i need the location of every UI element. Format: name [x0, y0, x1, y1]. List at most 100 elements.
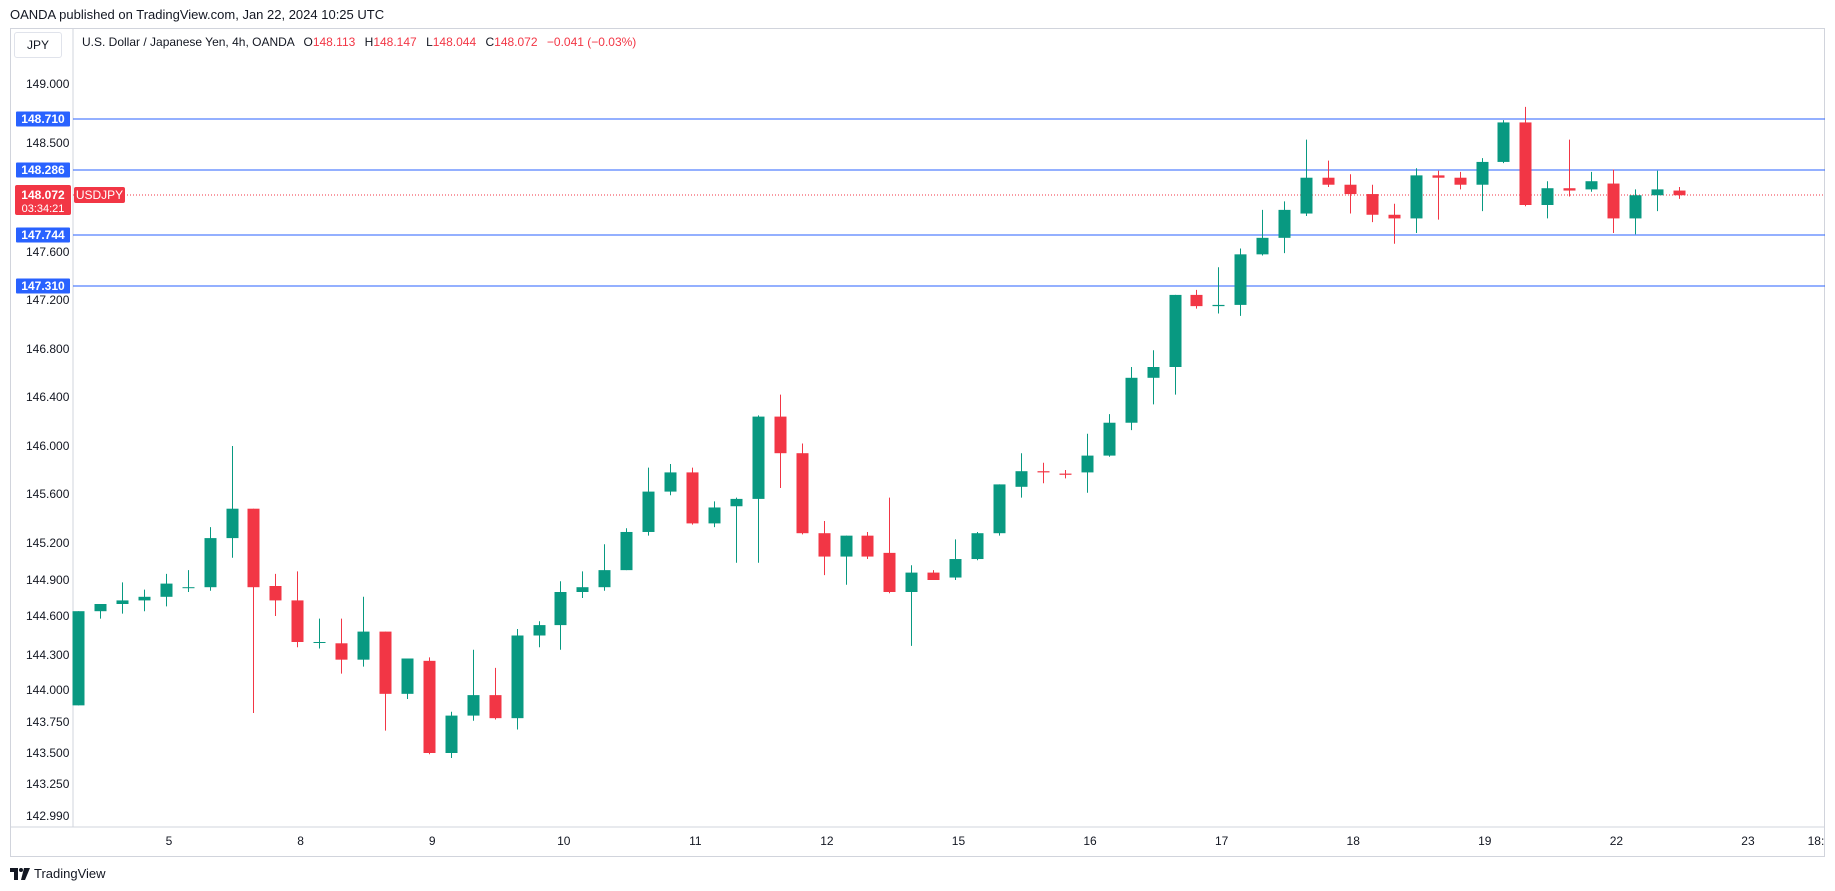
candle-body [1037, 471, 1050, 473]
x-tick-label: 18 [1347, 834, 1361, 848]
candle-body [1476, 161, 1489, 185]
candle-body [445, 715, 458, 753]
candle-body [1344, 184, 1357, 195]
x-tick-label: 8 [297, 834, 304, 848]
candle-body [796, 453, 809, 534]
candle-body [1673, 190, 1686, 196]
bar-countdown: 03:34:21 [22, 203, 65, 215]
price-line-label: 148.286 [21, 163, 65, 177]
low-label: L [426, 35, 433, 49]
candle-body [533, 625, 546, 636]
candle-body [160, 583, 173, 597]
candle-body [313, 642, 326, 643]
candle-body [993, 484, 1006, 534]
x-tick-label: 16 [1083, 834, 1097, 848]
candle-body [774, 416, 787, 454]
tradingview-footer[interactable]: TradingView [10, 866, 106, 881]
candle-body [642, 491, 655, 532]
candle-body [752, 416, 765, 499]
candle-body [1322, 177, 1335, 185]
x-tick-label: 22 [1610, 834, 1624, 848]
candle-body [730, 498, 743, 507]
candle-body [116, 600, 129, 604]
candle-body [1059, 473, 1072, 475]
symbol-legend: U.S. Dollar / Japanese Yen, 4h, OANDA O1… [82, 35, 636, 49]
change-value: −0.041 (−0.03%) [546, 35, 637, 49]
y-tick-label: 147.600 [26, 245, 70, 259]
candle-body [1563, 188, 1576, 191]
close-label: C [485, 35, 495, 49]
candle-body [686, 472, 699, 524]
candle-body [1432, 175, 1445, 178]
candle-body [1103, 422, 1116, 456]
symbol-tag [74, 187, 125, 203]
price-line-label: 147.744 [21, 228, 65, 242]
candle-body [401, 658, 414, 694]
candle-body [1278, 209, 1291, 238]
candle-body [423, 660, 436, 753]
high-label: H [364, 35, 374, 49]
x-tick-label: 12 [820, 834, 834, 848]
open-value: 148.113 [312, 35, 356, 49]
candle-body [840, 535, 853, 557]
candle-body [664, 472, 677, 492]
x-tick-label: 10 [557, 834, 571, 848]
y-tick-label: 143.750 [26, 715, 70, 729]
candle-body [818, 533, 831, 557]
symbol-description: U.S. Dollar / Japanese Yen, 4h, OANDA [82, 35, 295, 49]
y-tick-label: 143.500 [26, 746, 70, 760]
y-tick-label: 146.400 [26, 390, 70, 404]
candle-body [905, 572, 918, 592]
candle-body [489, 695, 502, 719]
candle-body [1629, 195, 1642, 219]
x-tick-label: 5 [166, 834, 173, 848]
x-tick-label: 15 [952, 834, 966, 848]
chart-frame [10, 28, 1825, 857]
candle-body [1585, 181, 1598, 190]
candle-body [511, 635, 524, 719]
published-byline: OANDA published on TradingView.com, Jan … [10, 7, 385, 22]
x-tick-label: 18: [1808, 834, 1825, 848]
candle-body [182, 587, 195, 589]
candle-body [1497, 122, 1510, 162]
candle-body [1125, 377, 1138, 423]
price-line-label: 147.310 [21, 279, 65, 293]
candle-body [94, 604, 107, 612]
price-line-label: 148.710 [21, 112, 65, 126]
currency-button[interactable]: JPY [14, 32, 62, 58]
candle-body [467, 695, 480, 716]
candle-body [1366, 194, 1379, 215]
y-tick-label: 146.000 [26, 439, 70, 453]
candle-body [204, 538, 217, 588]
x-tick-label: 9 [429, 834, 436, 848]
candle-body [291, 600, 304, 642]
y-tick-label: 144.900 [26, 573, 70, 587]
candle-body [1651, 189, 1664, 196]
low-value: 148.044 [432, 35, 477, 49]
close-value: 148.072 [494, 35, 538, 49]
y-tick-label: 146.800 [26, 342, 70, 356]
candle-body [1212, 304, 1225, 307]
y-tick-label: 143.250 [26, 777, 70, 791]
y-tick-label: 144.000 [26, 683, 70, 697]
candle-body [861, 535, 874, 557]
high-value: 148.147 [373, 35, 417, 49]
candle-body [226, 508, 239, 539]
candle-body [1015, 471, 1028, 487]
candle-body [1388, 214, 1401, 219]
last-price-value: 148.072 [21, 188, 65, 202]
candle-body [379, 631, 392, 694]
candle-body [1454, 177, 1467, 185]
candle-body [883, 552, 896, 592]
x-tick-label: 11 [689, 834, 702, 848]
candle-body [598, 570, 611, 588]
candle-body [1256, 237, 1269, 255]
candle-body [1410, 175, 1423, 219]
candle-body [247, 508, 260, 588]
y-tick-label: 145.600 [26, 487, 70, 501]
candle-body [138, 596, 151, 601]
y-tick-label: 144.600 [26, 609, 70, 623]
candle-body [1541, 188, 1554, 205]
candle-body [576, 587, 589, 592]
